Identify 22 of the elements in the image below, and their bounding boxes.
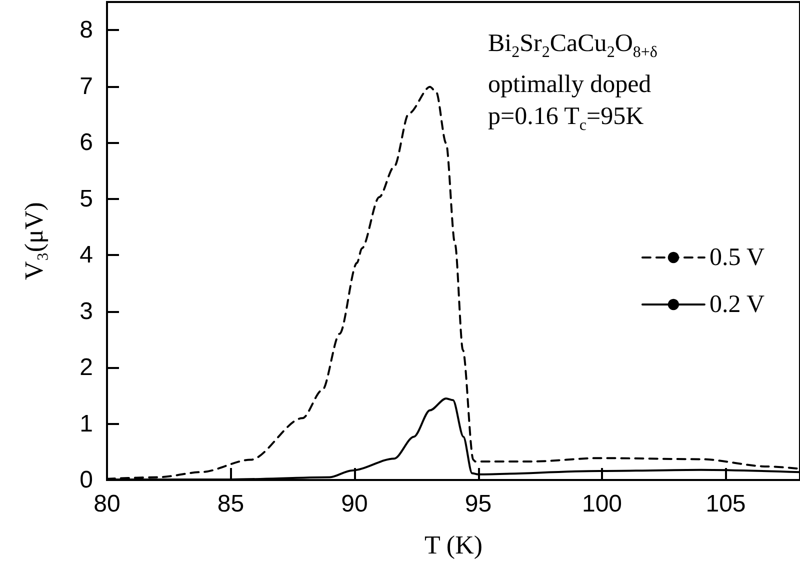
y-tick-label: 8 <box>80 16 93 44</box>
y-tick-label: 1 <box>80 410 93 438</box>
legend-label: 0.5 V <box>709 244 765 271</box>
annotation: Bi$_{2}$Sr$_{2}$CaCu$_{2}$O$_{8+δ}$ <box>488 29 658 63</box>
x-tick-label: 80 <box>94 490 120 518</box>
x-tick-label: 90 <box>341 490 368 518</box>
y-tick-label: 3 <box>80 298 93 325</box>
y-tick-label: 0 <box>80 466 93 494</box>
x-tick-label: 85 <box>217 490 244 518</box>
annotation: p=0.16 T$_{c}$=95K <box>488 102 645 136</box>
legend-label: 0.2 V <box>709 291 765 318</box>
y-tick-label: 6 <box>80 129 93 156</box>
y-tick-label: 2 <box>80 354 93 382</box>
x-axis-title: T (K) <box>424 530 483 560</box>
y-axis-title: V₃(μV) <box>20 202 48 280</box>
x-tick-label: 95 <box>464 490 492 518</box>
x-tick-label: 100 <box>582 490 622 518</box>
annotation: optimally doped <box>488 70 652 100</box>
y-tick-label: 4 <box>80 242 93 269</box>
y-tick-label: 7 <box>80 72 93 100</box>
y-tick-label: 5 <box>80 185 93 212</box>
x-tick-label: 105 <box>706 490 746 518</box>
